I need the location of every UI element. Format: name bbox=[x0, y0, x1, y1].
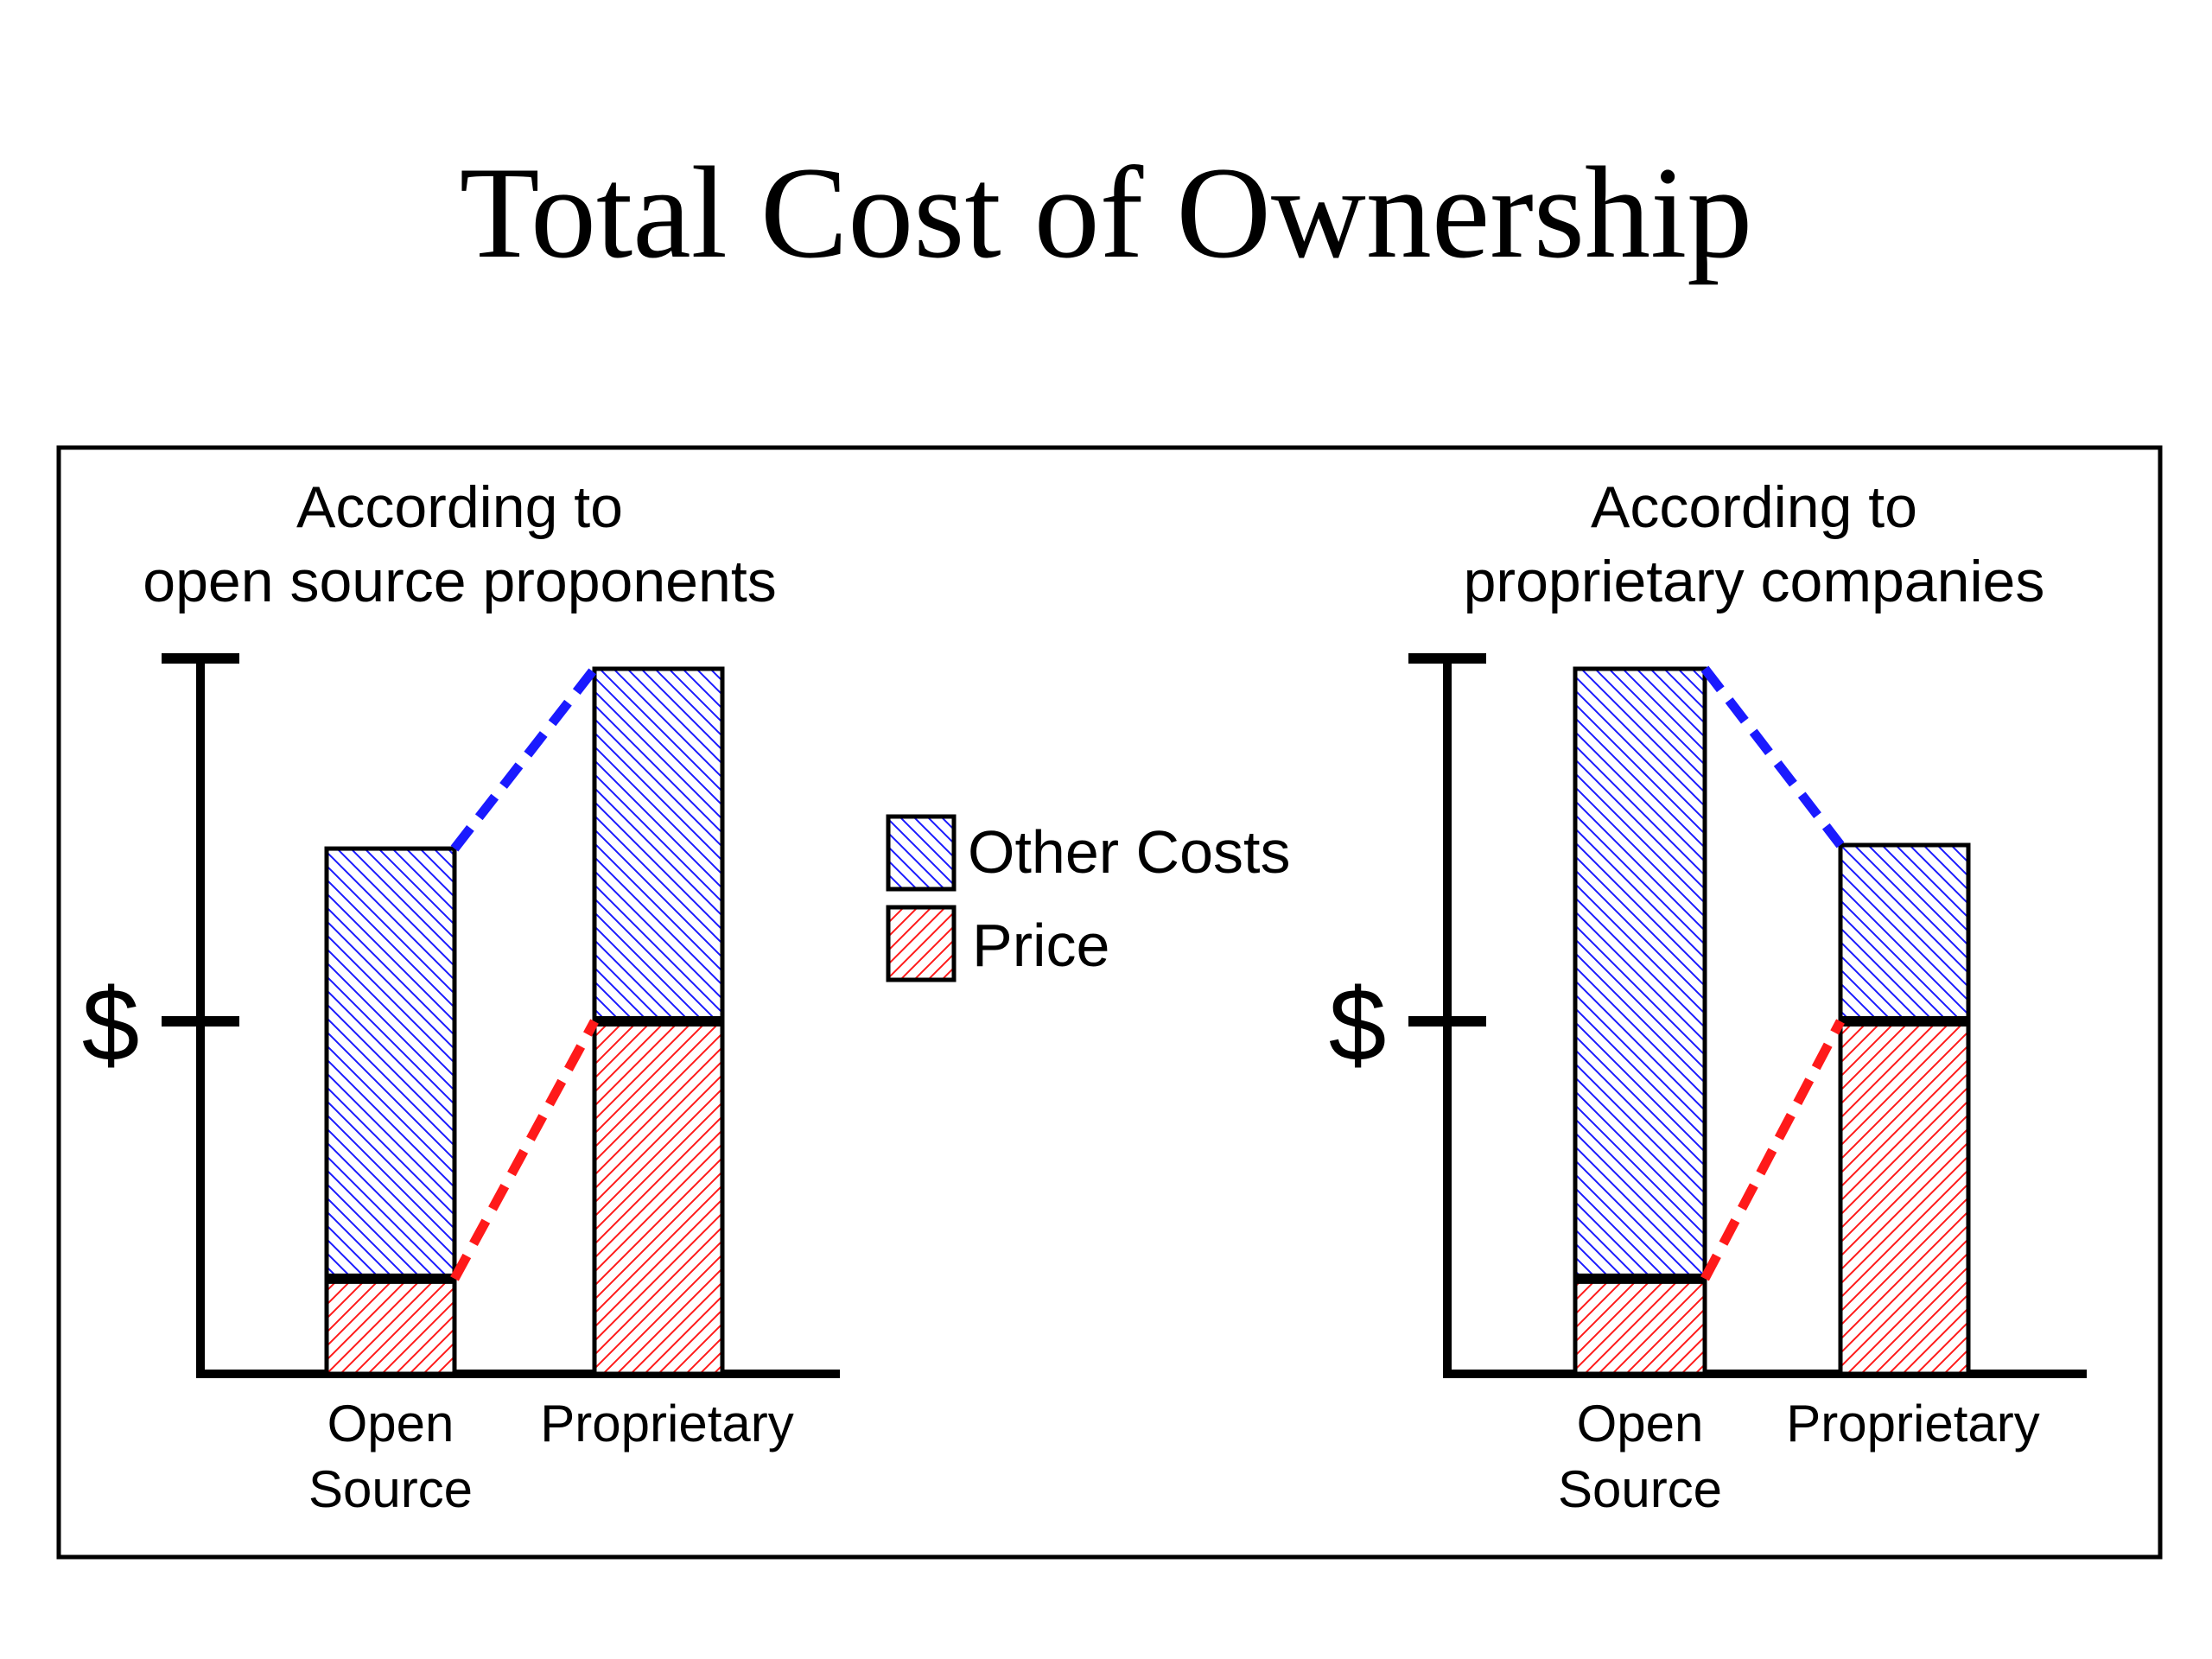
panel-title-line: According to bbox=[296, 474, 623, 540]
x-tick-label: Proprietary bbox=[1786, 1395, 2039, 1452]
panel-title-line: open source proponents bbox=[143, 549, 776, 614]
chart-panel-1: According to open source proponents $ Open S… bbox=[82, 474, 840, 1518]
bar-other-costs bbox=[1573, 666, 1707, 1281]
x-tick-label: Open bbox=[1577, 1395, 1704, 1452]
legend: Other Costs Price bbox=[886, 814, 1290, 982]
figure-frame bbox=[56, 445, 2163, 1560]
bar-other-costs bbox=[1838, 842, 1971, 1024]
chart-panel-2: According to proprietary companies $ Open So… bbox=[1329, 474, 2087, 1518]
bar-price bbox=[1838, 1019, 1971, 1376]
x-tick-label: Open bbox=[327, 1395, 454, 1452]
bar-price bbox=[1573, 1276, 1707, 1376]
legend-swatch-price bbox=[886, 905, 957, 982]
bar-price bbox=[324, 1276, 457, 1376]
bar-other-costs bbox=[324, 846, 457, 1281]
legend-label-price: Price bbox=[972, 912, 1109, 979]
connector-other-costs bbox=[450, 665, 599, 852]
bar-other-costs bbox=[592, 666, 725, 1024]
x-tick-label: Source bbox=[308, 1460, 473, 1518]
legend-swatch-other-costs bbox=[886, 814, 957, 892]
slide-title: Total Cost of Ownership bbox=[459, 140, 1753, 285]
x-tick-label: Proprietary bbox=[540, 1395, 793, 1452]
legend-label-other-costs: Other Costs bbox=[968, 818, 1290, 886]
y-tick-label: $ bbox=[1329, 967, 1387, 1083]
x-tick-label: Source bbox=[1558, 1460, 1722, 1518]
panel-title-line: proprietary companies bbox=[1464, 549, 2045, 614]
panel-title-line: According to bbox=[1591, 474, 1917, 540]
connector-price bbox=[1700, 1019, 1845, 1281]
y-tick-label: $ bbox=[82, 967, 140, 1083]
connector-price bbox=[450, 1019, 599, 1281]
connector-other-costs bbox=[1700, 665, 1845, 849]
bar-price bbox=[592, 1019, 725, 1376]
